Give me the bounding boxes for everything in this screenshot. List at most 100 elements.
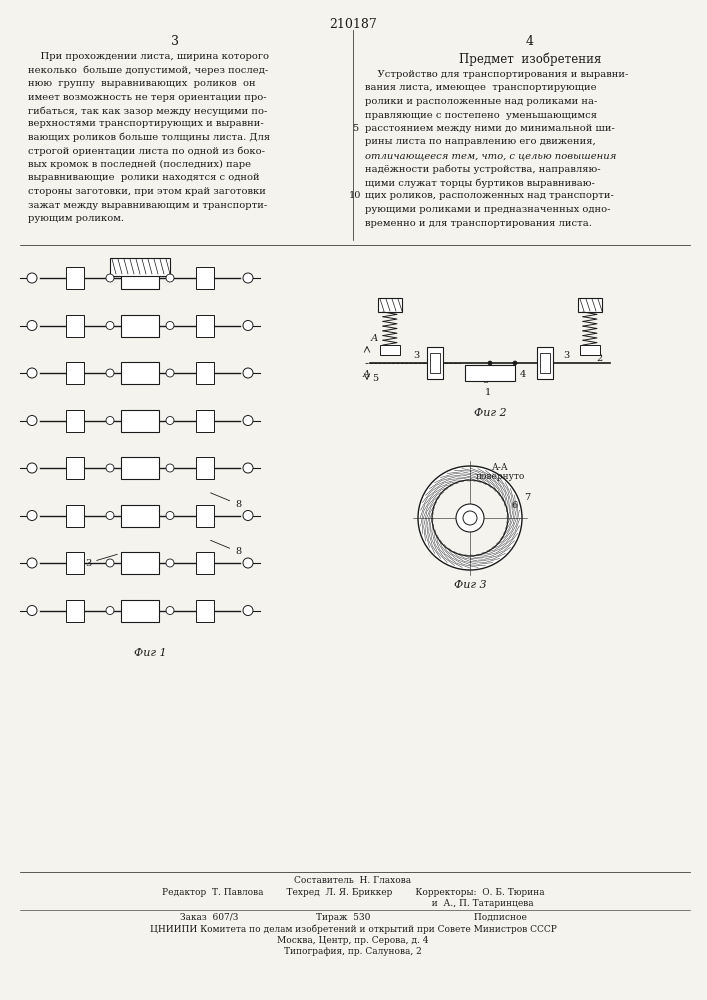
Bar <box>121 362 159 384</box>
Circle shape <box>106 559 114 567</box>
Circle shape <box>166 416 174 424</box>
Circle shape <box>243 510 253 520</box>
Text: 3: 3 <box>171 35 179 48</box>
Circle shape <box>243 273 253 283</box>
Text: 10: 10 <box>349 192 361 200</box>
Text: При прохождении листа, ширина которого: При прохождении листа, ширина которого <box>28 52 269 61</box>
Bar <box>580 345 600 355</box>
Text: 2: 2 <box>596 354 602 363</box>
Circle shape <box>243 320 253 330</box>
Text: 8: 8 <box>211 493 241 509</box>
Circle shape <box>243 368 253 378</box>
Text: Устройство для транспортирования и выравни-: Устройство для транспортирования и вырав… <box>365 70 629 79</box>
Bar <box>578 298 602 312</box>
Circle shape <box>456 504 484 532</box>
Circle shape <box>27 605 37 615</box>
Circle shape <box>106 512 114 520</box>
Circle shape <box>418 466 522 570</box>
Text: щими служат торцы буртиков выравниваю-: щими служат торцы буртиков выравниваю- <box>365 178 595 188</box>
Text: вания листа, имеющее  транспортирующие: вания листа, имеющее транспортирующие <box>365 84 597 93</box>
Text: 210187: 210187 <box>329 18 377 31</box>
Text: рины листа по направлению его движения,: рины листа по направлению его движения, <box>365 137 596 146</box>
Circle shape <box>106 274 114 282</box>
Bar <box>196 552 214 574</box>
Circle shape <box>166 512 174 520</box>
Text: Заказ  607/3                           Тираж  530                               : Заказ 607/3 Тираж 530 <box>180 913 527 922</box>
Text: вающих роликов больше толщины листа. Для: вающих роликов больше толщины листа. Для <box>28 133 270 142</box>
Text: щих роликов, расположенных над транспорти-: щих роликов, расположенных над транспорт… <box>365 192 614 200</box>
Circle shape <box>106 322 114 330</box>
Circle shape <box>27 320 37 330</box>
Text: Редактор  Т. Павлова        Техред  Л. Я. Бриккер        Корректоры:  О. Б. Тюри: Редактор Т. Павлова Техред Л. Я. Бриккер… <box>162 888 544 897</box>
Bar <box>66 362 84 384</box>
Text: ролики и расположенные над роликами на-: ролики и расположенные над роликами на- <box>365 97 597 106</box>
Bar <box>121 552 159 574</box>
Circle shape <box>106 464 114 472</box>
Text: временно и для транспортирования листа.: временно и для транспортирования листа. <box>365 219 592 228</box>
Text: вых кромок в последней (последних) паре: вых кромок в последней (последних) паре <box>28 160 251 169</box>
Text: 5: 5 <box>352 124 358 133</box>
Bar <box>196 410 214 432</box>
Text: отличающееся тем, что, с целью повышения: отличающееся тем, что, с целью повышения <box>365 151 617 160</box>
Circle shape <box>166 322 174 330</box>
Bar <box>66 410 84 432</box>
Text: выравнивающие  ролики находятся с одной: выравнивающие ролики находятся с одной <box>28 174 259 182</box>
Circle shape <box>243 558 253 568</box>
Circle shape <box>27 416 37 426</box>
Circle shape <box>27 510 37 520</box>
Bar <box>121 599 159 621</box>
Circle shape <box>166 369 174 377</box>
Text: рующими роликами и предназначенных одно-: рующими роликами и предназначенных одно- <box>365 205 611 214</box>
Bar <box>380 345 400 355</box>
Text: 4: 4 <box>520 370 526 379</box>
Circle shape <box>488 361 492 365</box>
Text: надёжности работы устройства, направляю-: надёжности работы устройства, направляю- <box>365 164 601 174</box>
Bar <box>110 258 170 276</box>
Bar <box>121 267 159 289</box>
Text: 8: 8 <box>482 376 488 385</box>
Text: 4: 4 <box>526 35 534 48</box>
Bar <box>66 457 84 479</box>
Text: верхностями транспортирующих и выравни-: верхностями транспортирующих и выравни- <box>28 119 264 128</box>
Bar <box>196 314 214 336</box>
Text: Фиг 1: Фиг 1 <box>134 648 166 658</box>
Text: правляющие с постепено  уменьшающимся: правляющие с постепено уменьшающимся <box>365 110 597 119</box>
Bar <box>196 457 214 479</box>
Text: Типография, пр. Салунова, 2: Типография, пр. Салунова, 2 <box>284 947 422 956</box>
Bar <box>427 347 443 379</box>
Text: зажат между выравнивающим и транспорти-: зажат между выравнивающим и транспорти- <box>28 200 267 210</box>
Text: ЦНИИПИ Комитета по делам изобретений и открытий при Совете Министров СССР: ЦНИИПИ Комитета по делам изобретений и о… <box>150 925 556 934</box>
Text: 3: 3 <box>85 554 117 568</box>
Bar <box>196 599 214 621</box>
Bar <box>537 347 553 379</box>
Text: 3: 3 <box>563 351 569 360</box>
Bar <box>121 410 159 432</box>
Text: А-А: А-А <box>491 463 508 472</box>
Circle shape <box>166 559 174 567</box>
Text: А: А <box>371 334 378 343</box>
Bar <box>66 552 84 574</box>
Circle shape <box>106 606 114 614</box>
Text: 7: 7 <box>524 493 530 502</box>
Text: 6: 6 <box>511 501 517 510</box>
Circle shape <box>243 416 253 426</box>
Text: гибаться, так как зазор между несущими по-: гибаться, так как зазор между несущими п… <box>28 106 267 115</box>
Circle shape <box>432 480 508 556</box>
Circle shape <box>166 464 174 472</box>
Bar <box>196 504 214 526</box>
Text: строгой ориентации листа по одной из боко-: строгой ориентации листа по одной из бок… <box>28 146 265 156</box>
Text: нюю  группу  выравнивающих  роликов  он: нюю группу выравнивающих роликов он <box>28 79 256 88</box>
Circle shape <box>463 511 477 525</box>
Text: стороны заготовки, при этом край заготовки: стороны заготовки, при этом край заготов… <box>28 187 266 196</box>
Circle shape <box>27 558 37 568</box>
Circle shape <box>27 368 37 378</box>
Text: Фиг 3: Фиг 3 <box>454 580 486 590</box>
Text: рующим роликом.: рующим роликом. <box>28 214 124 223</box>
Bar <box>121 504 159 526</box>
Text: Предмет  изобретения: Предмет изобретения <box>459 52 601 66</box>
Text: 5: 5 <box>372 374 378 383</box>
Text: Составитель  Н. Глахова: Составитель Н. Глахова <box>294 876 411 885</box>
Text: 1: 1 <box>485 388 491 397</box>
Bar <box>378 298 402 312</box>
Bar <box>196 267 214 289</box>
